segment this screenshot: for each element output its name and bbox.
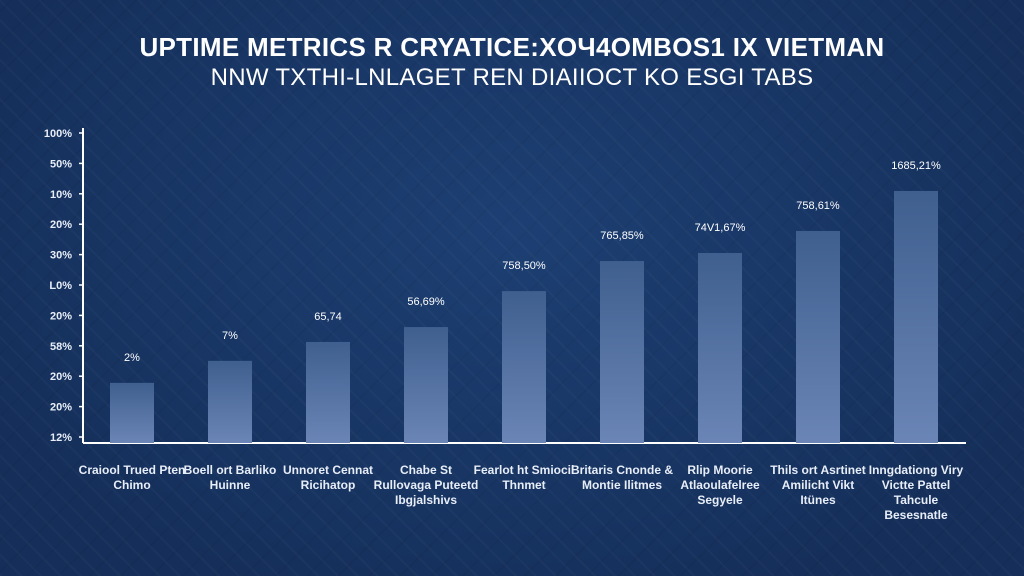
y-tick-label: 20% xyxy=(50,219,72,231)
y-tick-label: 50% xyxy=(50,158,72,170)
data-label: 7% xyxy=(222,330,238,342)
y-tick-label: 20% xyxy=(50,371,72,383)
data-label: 765,85% xyxy=(600,230,644,242)
bar xyxy=(404,327,448,443)
x-tick-label: Thils ort Asrtinet Amilicht Vikt Itünes xyxy=(770,463,866,507)
x-tick-label: Boell ort Barliko Huinne xyxy=(183,463,277,492)
x-tick-label: Inngdationg Viry Victte Pattel Tahcule B… xyxy=(868,463,964,522)
data-label: 56,69% xyxy=(407,296,445,308)
data-label: 2% xyxy=(124,352,140,364)
y-tick-label: 20% xyxy=(50,310,72,322)
bar xyxy=(306,341,350,443)
bar xyxy=(600,261,644,443)
data-label: 1685,21% xyxy=(891,160,941,172)
bar xyxy=(894,190,938,443)
bar xyxy=(208,360,252,443)
y-tick-label: 58% xyxy=(50,341,72,353)
chart-subtitle: NNW TXTHI-LNLAGET REN DIAIIOCT KO ESGI T… xyxy=(210,64,814,91)
x-tick-label: Britaris Cnonde & Montie Ilitmes xyxy=(570,463,673,492)
x-tick-label: Chabe St Rullovaga Puteetd Ibgjalshivs xyxy=(373,463,479,507)
data-label: 758,61% xyxy=(796,200,840,212)
x-tick-label: Rlip Moorie Atlaoulafelree Segyele xyxy=(680,463,760,507)
y-tick-label: 100% xyxy=(44,128,72,140)
y-tick-label: 10% xyxy=(50,189,72,201)
y-tick-label: L0% xyxy=(49,280,72,292)
y-tick-label: 12% xyxy=(50,432,72,444)
chart-title: UPTIME METRICS R CRYATICE:XOЧ4OMBOS1 IX … xyxy=(139,32,885,62)
data-label: 74V1,67% xyxy=(695,222,746,234)
bar xyxy=(502,291,546,443)
bar xyxy=(110,382,154,443)
x-tick-label: Unnoret Cennat Ricihatop xyxy=(283,463,373,492)
y-tick-label: 20% xyxy=(50,402,72,414)
data-label: 758,50% xyxy=(502,260,546,272)
data-label: 65,74 xyxy=(314,311,342,323)
x-tick-label: Craiool Trued Pten Chimo xyxy=(78,463,186,492)
y-tick-label: 30% xyxy=(50,250,72,262)
bar xyxy=(698,252,742,443)
bar xyxy=(796,230,840,443)
x-tick-label: Fearlot ht Smiocil Thnmet xyxy=(473,463,575,492)
